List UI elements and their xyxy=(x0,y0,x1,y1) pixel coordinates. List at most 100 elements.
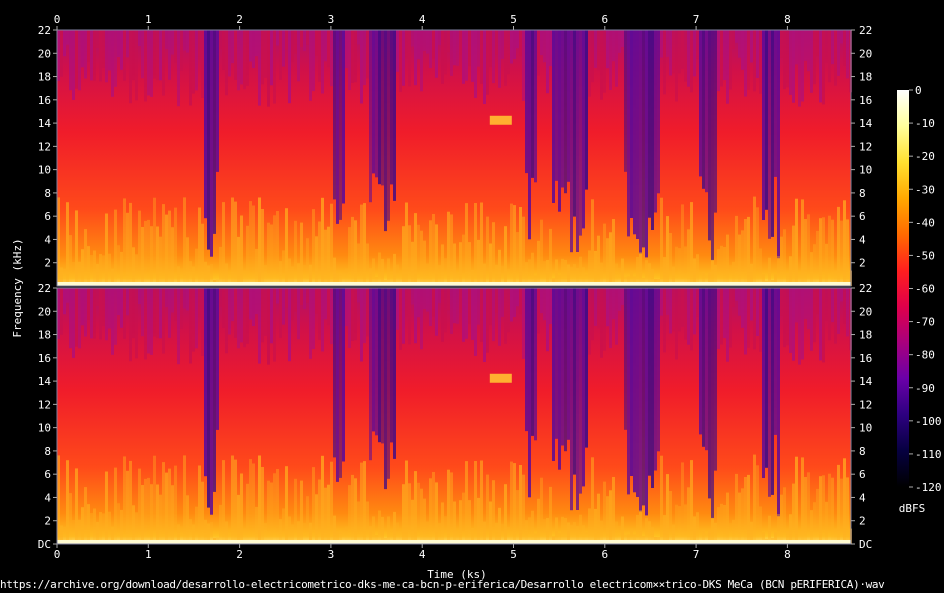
spectrogram-column xyxy=(753,454,756,544)
spectrogram-column xyxy=(315,288,318,314)
spectrogram-column xyxy=(615,263,618,286)
spectrogram-column xyxy=(504,30,507,86)
spectrogram-column xyxy=(480,288,483,342)
spectrogram-column xyxy=(843,288,846,324)
spectrogram-column xyxy=(576,288,579,510)
spectrogram-column xyxy=(447,211,450,286)
spectrogram-column xyxy=(831,288,834,323)
spectrogram-column xyxy=(540,477,543,544)
spectrogram-column xyxy=(732,288,735,308)
spectrogram-column xyxy=(780,494,783,544)
spectrogram-column xyxy=(561,258,564,286)
spectrogram-column xyxy=(453,243,456,286)
spectrogram-column xyxy=(567,288,570,440)
tone-burst xyxy=(489,373,512,383)
spectrogram-column xyxy=(738,30,741,58)
spectrogram-column xyxy=(99,288,102,340)
spectrogram-column xyxy=(414,30,417,86)
spectrogram-column xyxy=(381,30,384,186)
spectrogram-column xyxy=(177,30,180,107)
spectrogram-column xyxy=(273,473,276,544)
spectrogram-column xyxy=(663,515,666,544)
spectrogram-column xyxy=(243,528,246,544)
spectrogram-column xyxy=(789,288,792,353)
spectrogram-column xyxy=(576,267,579,286)
spectrogram-column xyxy=(177,288,180,365)
spectrogram-column xyxy=(462,234,465,286)
spectrogram-column xyxy=(105,288,108,341)
spectrogram-column xyxy=(492,222,495,286)
spectrogram-column xyxy=(411,30,414,47)
spectrogram-column xyxy=(117,30,120,57)
spectrogram-column xyxy=(333,515,336,544)
y-tick-label: 6 xyxy=(859,468,866,481)
spectrogram-column xyxy=(81,30,84,68)
spectrogram-column xyxy=(765,30,768,210)
spectrogram-column xyxy=(699,529,702,544)
x-tick-label: 5 xyxy=(510,548,517,561)
spectrogram-column xyxy=(648,263,651,286)
spectrogram-column xyxy=(396,288,399,330)
spectrogram-column xyxy=(429,288,432,326)
spectrogram-column xyxy=(726,288,729,362)
spectrogram-column xyxy=(810,252,813,286)
spectrogram-column xyxy=(180,268,183,286)
spectrogram-column xyxy=(336,30,339,224)
spectrogram-column xyxy=(144,288,147,360)
spectrogram-column xyxy=(105,30,108,83)
spectrogram-column xyxy=(135,512,138,544)
spectrogram-column xyxy=(768,30,771,239)
spectrogram-column xyxy=(213,30,216,234)
spectrogram-column xyxy=(732,30,735,50)
spectrogram-column xyxy=(462,492,465,544)
spectrogram-column xyxy=(234,288,237,338)
spectrogram-column xyxy=(633,276,636,286)
colorbar-tick-label: -30 xyxy=(915,183,935,196)
spectrogram-column xyxy=(726,234,729,286)
colorbar-tick-label: -40 xyxy=(915,216,935,229)
spectrogram-column xyxy=(390,528,393,544)
spectrogram-column xyxy=(303,30,306,52)
spectrogram-column xyxy=(267,288,270,365)
spectrogram-column xyxy=(606,30,609,69)
spectrogram-column xyxy=(840,478,843,544)
spectrogram-column xyxy=(675,504,678,544)
spectrogram-column xyxy=(231,30,234,64)
spectrogram-column xyxy=(336,272,339,286)
spectrogram-column xyxy=(717,507,720,544)
y-tick-label: 16 xyxy=(859,352,872,365)
spectrogram-column xyxy=(306,30,309,45)
spectrogram-column xyxy=(168,468,171,544)
spectrogram-column xyxy=(771,30,774,237)
spectrogram-column xyxy=(561,288,564,446)
spectrogram-column xyxy=(294,288,297,312)
spectrogram-column xyxy=(828,473,831,544)
spectrogram-column xyxy=(426,263,429,286)
spectrogram-column xyxy=(495,264,498,286)
y-tick-label: 18 xyxy=(859,71,872,84)
spectrogram-column xyxy=(717,249,720,286)
tone-burst xyxy=(489,115,512,125)
y-tick-label: 18 xyxy=(859,329,872,342)
spectrogram-column xyxy=(186,495,189,544)
spectrogram-column xyxy=(195,248,198,286)
spectrogram-column xyxy=(513,288,516,317)
spectrogram-column xyxy=(126,288,129,316)
spectrogram-column xyxy=(276,30,279,46)
spectrogram-column xyxy=(651,30,654,230)
y-tick-label: 20 xyxy=(38,305,51,318)
spectrogram-column xyxy=(393,288,396,459)
spectrogram-column xyxy=(711,517,714,544)
spectrogram-column xyxy=(804,30,807,61)
spectrogram-column xyxy=(741,288,744,328)
y-tick-label: 12 xyxy=(859,140,872,153)
spectrogram-column xyxy=(60,30,63,77)
spectrogram-column xyxy=(225,521,228,544)
spectrogram-column xyxy=(678,506,681,544)
spectrogram-column xyxy=(141,485,144,544)
spectrogram-column xyxy=(684,246,687,286)
spectrogram-column xyxy=(354,288,357,341)
spectrogram-column xyxy=(702,288,705,447)
spectrogram-column xyxy=(738,234,741,286)
